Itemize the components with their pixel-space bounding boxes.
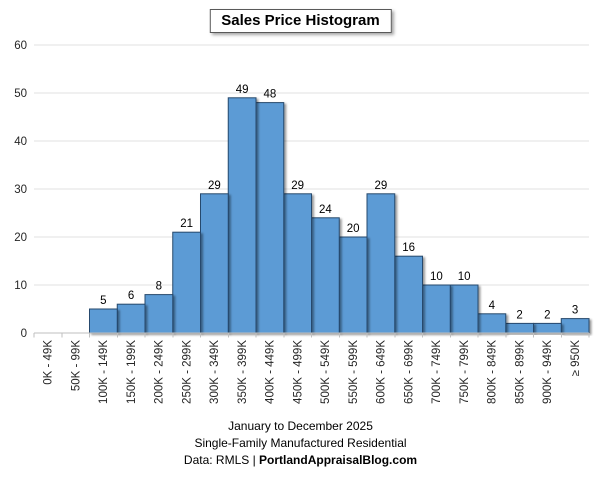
bar-value-label: 4 — [489, 300, 496, 312]
histogram-bar — [477, 313, 507, 334]
x-tick-label: 200K - 249K — [154, 340, 166, 404]
x-tick-label: 800K - 849K — [487, 340, 499, 404]
x-tick-label: 250K - 299K — [181, 340, 193, 404]
chart-title: Sales Price Histogram — [209, 9, 392, 33]
y-tick-label: 50 — [14, 88, 27, 100]
histogram-bar — [144, 294, 174, 334]
x-tick-label: 450K - 499K — [292, 340, 304, 404]
footer-data-source-prefix: Data: RMLS | — [183, 453, 260, 467]
bar-value-label: 24 — [319, 204, 332, 216]
histogram-bar — [200, 193, 229, 334]
histogram-bar — [533, 322, 562, 334]
histogram-bar — [366, 193, 396, 334]
bar-value-label: 20 — [347, 223, 360, 235]
histogram-bar — [227, 97, 257, 334]
x-tick-label: 550K - 599K — [348, 340, 360, 404]
y-tick-label: 60 — [14, 40, 27, 52]
histogram-bar — [560, 318, 590, 334]
bar-value-label: 8 — [156, 281, 162, 293]
histogram-bar — [311, 217, 340, 334]
bar-value-label: 49 — [236, 84, 249, 96]
histogram-bar — [338, 236, 368, 334]
x-tick-label: 700K - 749K — [431, 340, 443, 404]
x-tick-label: 100K - 149K — [98, 340, 110, 404]
chart-footer: January to December 2025 Single-Family M… — [0, 418, 601, 469]
x-tick-label: ≥ 950K — [570, 340, 582, 377]
footer-data-source: Data: RMLS | PortlandAppraisalBlog.com — [0, 452, 601, 469]
x-tick-label: 0K - 49K — [43, 340, 55, 385]
histogram-bar — [116, 303, 146, 334]
bar-value-label: 29 — [291, 180, 304, 192]
x-tick-label: 350K - 399K — [237, 340, 249, 404]
histogram-bar — [505, 322, 534, 334]
histogram-bar — [422, 284, 451, 334]
x-tick-label: 400K - 449K — [265, 340, 277, 404]
histogram-bar — [89, 308, 118, 334]
x-tick-label: 600K - 649K — [376, 340, 388, 404]
y-tick-label: 0 — [21, 328, 27, 340]
histogram-bar — [394, 255, 423, 334]
bar-value-label: 48 — [263, 89, 276, 101]
histogram-bar — [255, 102, 285, 334]
bar-value-label: 5 — [100, 295, 106, 307]
footer-blog-name: PortlandAppraisalBlog.com — [259, 453, 418, 467]
bar-value-label: 21 — [180, 218, 193, 230]
footer-date-range: January to December 2025 — [228, 419, 373, 433]
bar-value-label: 10 — [458, 271, 471, 283]
x-tick-label: 650K - 699K — [403, 340, 415, 404]
x-tick-label: 300K - 349K — [209, 340, 221, 404]
bar-value-label: 6 — [128, 290, 134, 302]
x-tick-label: 50K - 99K — [70, 340, 82, 391]
y-tick-label: 30 — [14, 184, 27, 196]
bar-value-label: 29 — [374, 180, 387, 192]
bar-value-label: 3 — [572, 305, 578, 317]
y-tick-label: 10 — [14, 280, 27, 292]
histogram-bar — [172, 231, 201, 334]
x-tick-label: 850K - 899K — [514, 340, 526, 404]
x-tick-label: 900K - 949K — [542, 340, 554, 404]
bar-value-label: 2 — [516, 309, 522, 321]
bar-value-label: 2 — [544, 309, 550, 321]
x-tick-label: 750K - 799K — [459, 340, 471, 404]
x-tick-label: 500K - 549K — [320, 340, 332, 404]
histogram-bar — [283, 193, 312, 334]
bar-value-label: 29 — [208, 180, 221, 192]
histogram-bar — [449, 284, 479, 334]
bar-value-label: 10 — [430, 271, 443, 283]
y-tick-label: 40 — [14, 136, 27, 148]
footer-property-type: Single-Family Manufactured Residential — [194, 436, 407, 450]
x-tick-label: 150K - 199K — [126, 340, 138, 404]
bar-value-label: 16 — [402, 242, 415, 254]
y-tick-label: 20 — [14, 232, 27, 244]
